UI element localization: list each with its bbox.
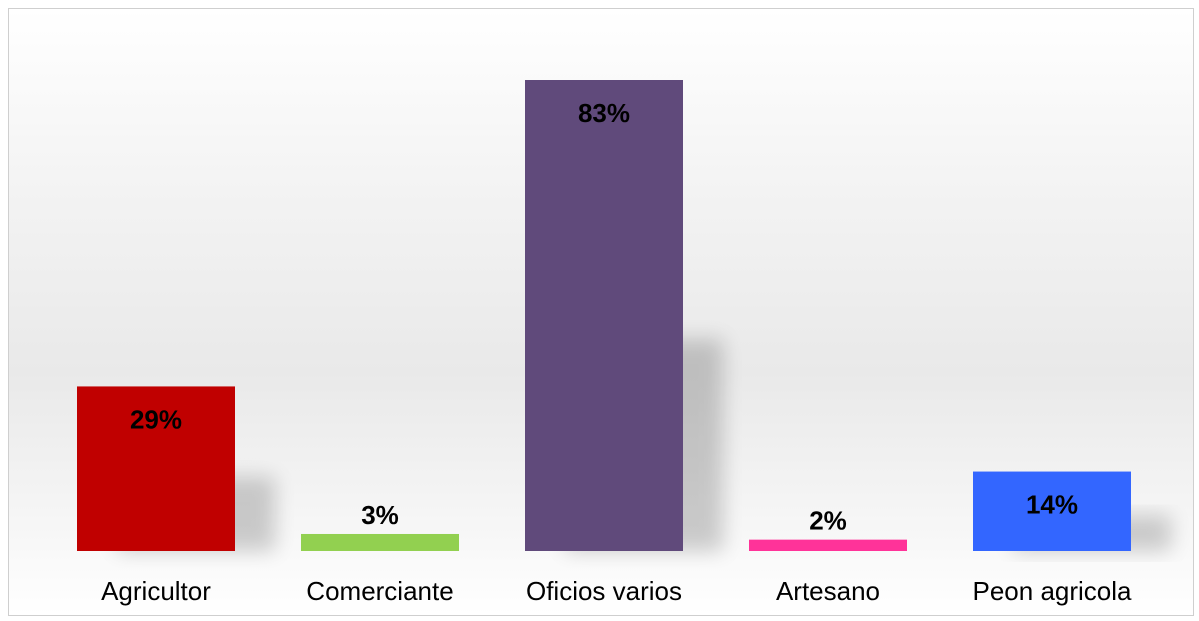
bar-artesano [749, 539, 907, 551]
bar-oficios-varios [525, 80, 683, 551]
category-label-comerciante: Comerciante [306, 576, 453, 606]
bar-comerciante [301, 533, 459, 551]
bars [77, 80, 1131, 551]
data-label-peon-agricola: 14% [1026, 490, 1078, 520]
data-label-comerciante: 3% [361, 500, 399, 530]
category-label-peon-agricola: Peon agricola [973, 576, 1133, 606]
category-label-oficios-varios: Oficios varios [526, 576, 682, 606]
category-label-artesano: Artesano [776, 576, 880, 606]
data-label-agricultor: 29% [130, 404, 182, 434]
data-label-artesano: 2% [809, 506, 847, 536]
bar-peon-agricola [973, 471, 1131, 551]
category-labels: Agricultor Comerciante Oficios varios Artes… [101, 576, 1132, 606]
bar-agricultor [77, 386, 235, 551]
data-label-oficios-varios: 83% [578, 98, 630, 128]
category-label-agricultor: Agricultor [101, 576, 211, 606]
data-labels: 29% 3% 83% 2% 14% [130, 98, 1078, 536]
